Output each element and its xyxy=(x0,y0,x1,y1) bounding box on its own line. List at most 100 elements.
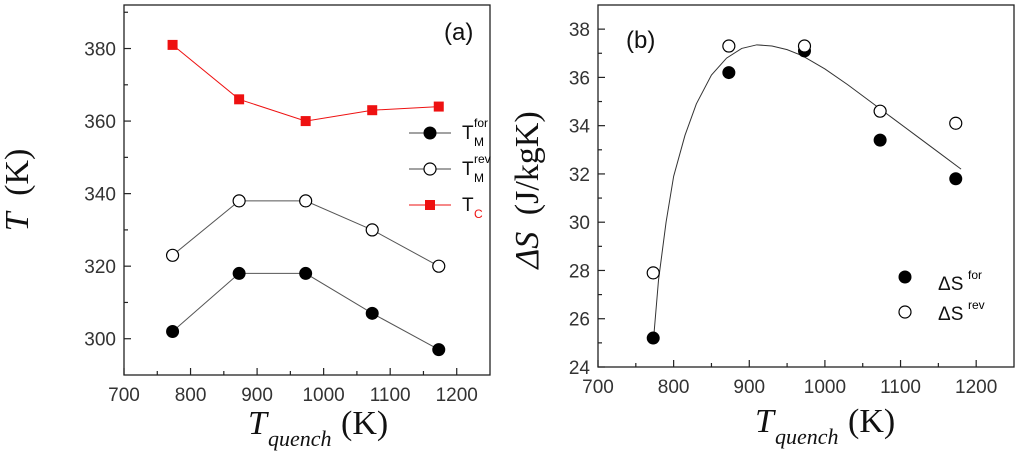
data-point-series-0 xyxy=(166,324,180,338)
data-point-series-0 xyxy=(232,266,246,280)
legend-label-sup: for xyxy=(474,116,488,130)
data-point-series-0 xyxy=(432,343,446,357)
series-line-2 xyxy=(172,44,439,122)
panel-b-xlabel-sub: quench xyxy=(775,424,839,449)
panel-b-ylabel-main: ΔS xyxy=(509,232,546,271)
panel-a-axes: 700 800 900 1000 1100 1200 300 320 340 360 380 xyxy=(84,11,478,406)
panel-a-plot-frame xyxy=(123,4,491,376)
legend-label-main: ΔS xyxy=(938,304,963,325)
legend-label-sub: C xyxy=(474,207,483,221)
y-tick-label: 30 xyxy=(569,213,590,234)
data-point-series-0 xyxy=(949,172,963,186)
panel-a-ylabel-unit: (K) xyxy=(0,149,36,196)
svg-text:T (K): T (K) xyxy=(0,149,36,232)
legend-item-tc: T C xyxy=(409,195,483,221)
x-tick-label: 1000 xyxy=(804,377,846,398)
data-point-series-1 xyxy=(299,194,313,208)
panel-a: 700 800 900 1000 1100 1200 300 320 340 360 380 (a)… xyxy=(0,4,491,451)
panel-b: 700 800 900 1000 1100 1200 24 26 28 30 32 34 36 38 (b… xyxy=(509,4,1015,449)
data-point-series-0 xyxy=(722,66,736,80)
data-point-series-0 xyxy=(646,331,660,345)
data-point-series-1 xyxy=(646,266,660,280)
y-tick-label: 380 xyxy=(84,40,116,61)
panel-a-xlabel-sub: quench xyxy=(268,426,332,451)
y-tick-label: 36 xyxy=(569,68,590,89)
panel-b-ylabel-unit: (J/kgK) xyxy=(509,111,546,215)
panel-b-axes: 700 800 900 1000 1100 1200 24 26 28 30 32 34 36 38 xyxy=(569,20,997,398)
x-tick-label: 900 xyxy=(733,377,765,398)
panel-b-y-axis-title: ΔS (J/kgK) xyxy=(509,111,546,270)
legend-label-sup: rev xyxy=(968,298,985,312)
fit-curve xyxy=(652,44,962,343)
y-tick-label: 360 xyxy=(84,112,116,133)
data-point-series-2 xyxy=(167,39,178,50)
legend-item-tm-rev: T rev M xyxy=(409,152,491,185)
y-tick-label: 28 xyxy=(569,261,590,282)
y-tick-label: 26 xyxy=(569,310,590,331)
legend-marker-open-circle xyxy=(423,162,437,176)
legend-label-main: T xyxy=(462,123,474,144)
x-tick-label: 1100 xyxy=(370,385,411,406)
data-point-series-1 xyxy=(432,259,446,273)
data-point-series-2 xyxy=(234,94,245,105)
data-point-series-1 xyxy=(722,39,736,53)
legend-label-main: T xyxy=(462,195,474,216)
y-tick-label: 34 xyxy=(569,117,591,138)
data-point-series-2 xyxy=(300,116,311,127)
panel-a-y-axis-title: T (K) xyxy=(0,149,36,232)
legend-marker-open-circle xyxy=(898,305,912,319)
y-tick-label: 320 xyxy=(84,257,116,278)
panel-b-legend: ΔS for ΔS rev xyxy=(898,268,985,325)
data-point-series-2 xyxy=(433,101,444,112)
legend-label-sub: M xyxy=(474,171,484,185)
svg-text:ΔS (J/kgK): ΔS (J/kgK) xyxy=(509,111,546,270)
x-tick-label: 1000 xyxy=(302,385,344,406)
data-point-series-0 xyxy=(873,133,887,147)
data-point-series-2 xyxy=(367,105,378,116)
panel-b-xlabel-unit: (K) xyxy=(848,403,895,440)
y-tick-label: 24 xyxy=(569,358,591,379)
x-tick-label: 700 xyxy=(108,385,140,406)
legend-label-sub: M xyxy=(474,135,484,149)
panel-b-xlabel-main: T xyxy=(755,403,776,440)
data-point-series-1 xyxy=(949,116,963,130)
panel-a-markers xyxy=(165,39,446,357)
legend-marker-filled-square xyxy=(425,200,435,210)
x-tick-label: 1200 xyxy=(436,385,478,406)
legend-label-sup: for xyxy=(968,268,982,282)
y-tick-label: 300 xyxy=(84,330,116,351)
x-tick-label: 900 xyxy=(241,385,273,406)
panel-b-markers xyxy=(646,39,963,345)
x-tick-label: 1200 xyxy=(955,377,997,398)
data-point-series-0 xyxy=(365,306,379,320)
series-line-0 xyxy=(172,272,439,351)
panel-b-fit-curve-group xyxy=(652,44,962,343)
x-tick-label: 700 xyxy=(582,377,614,398)
y-tick-label: 38 xyxy=(569,20,590,41)
legend-marker-filled-circle xyxy=(423,126,437,140)
x-tick-label: 1100 xyxy=(880,377,921,398)
panel-a-x-axis-title: T quench (K) xyxy=(248,405,388,451)
panel-a-xlabel-main: T xyxy=(248,405,269,442)
legend-label-main: T xyxy=(462,159,474,180)
legend-item-ds-rev: ΔS rev xyxy=(898,298,985,325)
data-point-series-1 xyxy=(232,194,246,208)
data-point-series-1 xyxy=(797,39,812,53)
data-point-series-1 xyxy=(365,223,379,237)
panel-a-xlabel-unit: (K) xyxy=(341,405,388,442)
panel-a-ylabel-main: T xyxy=(0,210,36,231)
series-line-1 xyxy=(172,200,439,267)
legend-item-tm-for: T for M xyxy=(409,116,488,149)
legend-label-main: ΔS xyxy=(938,274,963,295)
legend-item-ds-for: ΔS for xyxy=(898,268,982,295)
x-tick-label: 800 xyxy=(175,385,207,406)
data-point-series-1 xyxy=(873,104,887,118)
panel-b-x-axis-title: T quench (K) xyxy=(755,403,895,449)
x-tick-label: 800 xyxy=(658,377,690,398)
panel-a-label: (a) xyxy=(444,19,473,46)
legend-marker-filled-circle xyxy=(898,270,912,284)
legend-label-sup: rev xyxy=(474,152,491,166)
panel-a-legend: T for M T rev M T C xyxy=(409,116,491,221)
panel-b-label: (b) xyxy=(626,27,655,54)
